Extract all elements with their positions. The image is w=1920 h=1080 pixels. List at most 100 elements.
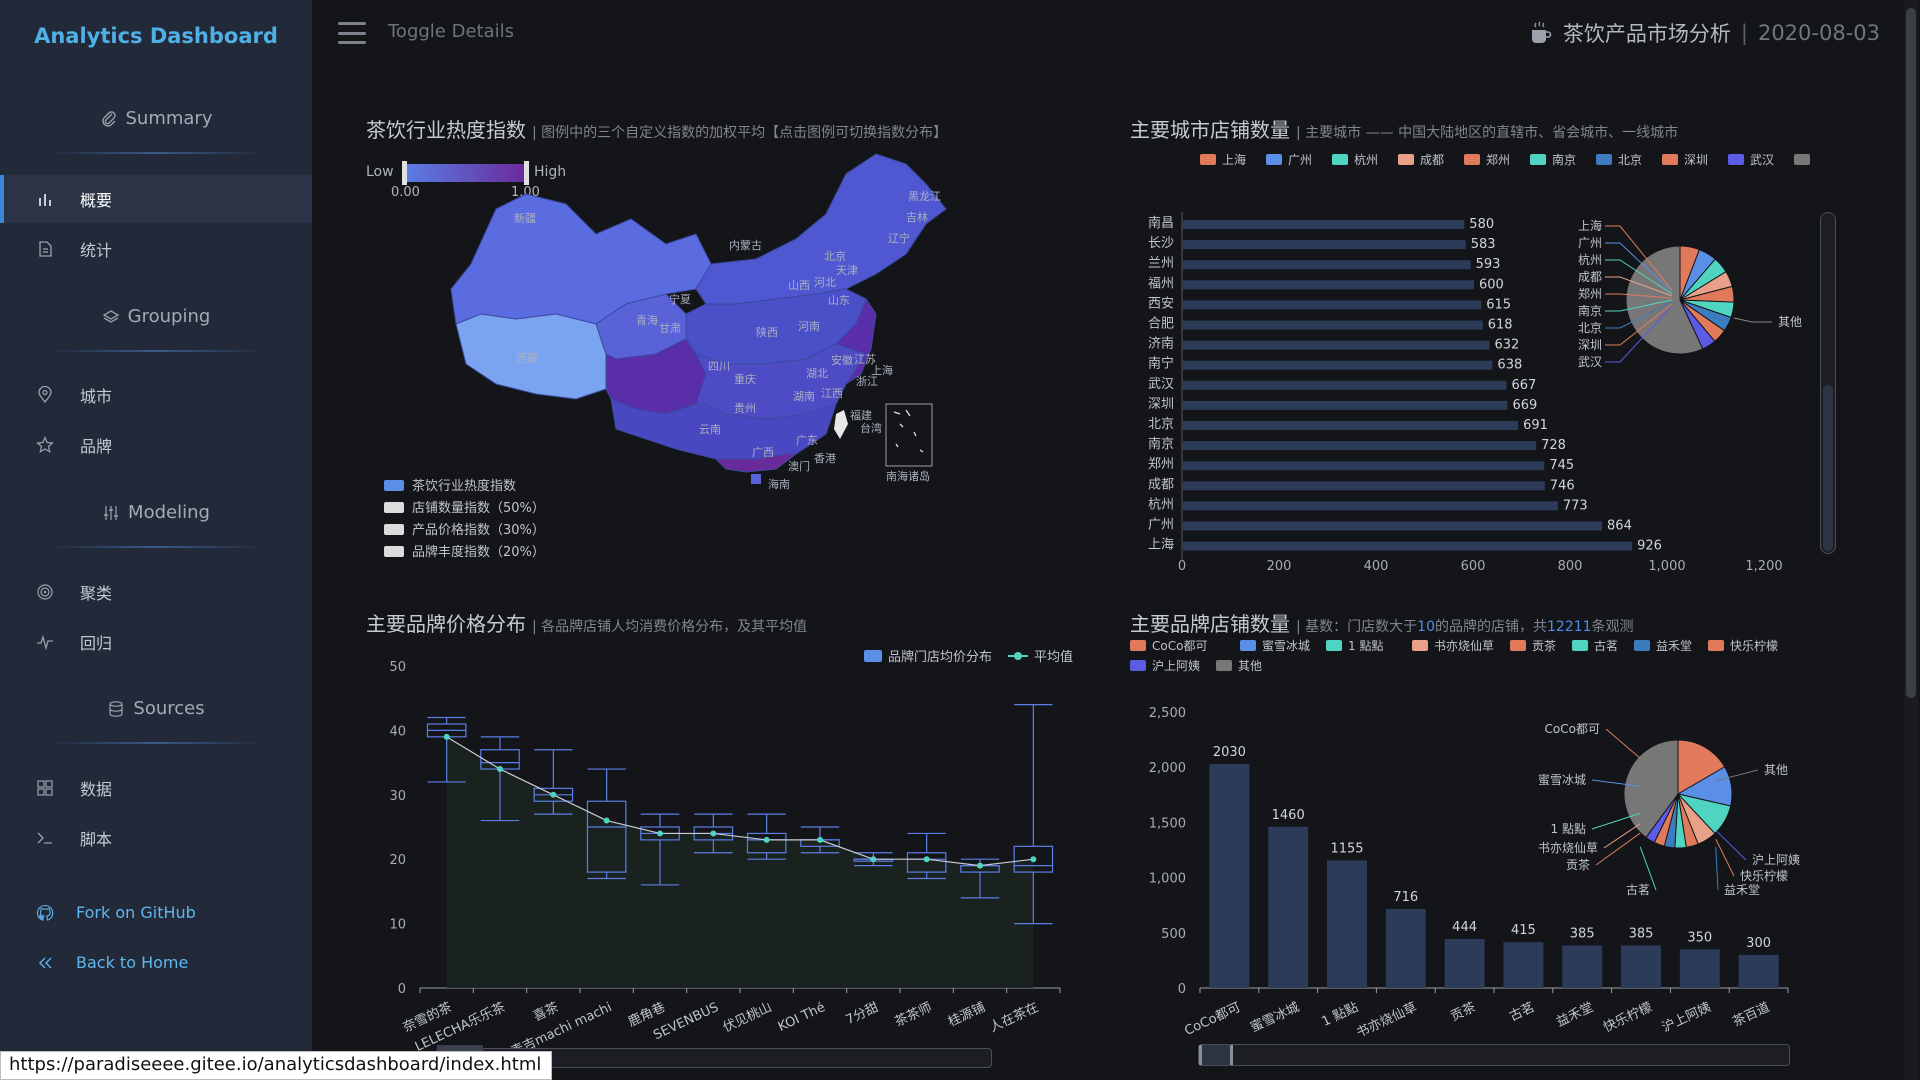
legend-item[interactable]: 品牌门店均价分布 — [888, 649, 992, 665]
data-label: 615 — [1486, 297, 1511, 312]
legend-item[interactable]: 茶饮行业热度指数 — [412, 478, 516, 494]
visual-map-handle-high[interactable] — [524, 161, 529, 185]
pie-label: 古茗 — [1626, 882, 1650, 897]
brand-title[interactable]: Analytics Dashboard — [34, 24, 278, 48]
back-home-link[interactable]: Back to Home — [0, 953, 312, 972]
region-label: 新疆 — [514, 211, 536, 225]
region-label: 海南 — [768, 477, 790, 491]
hamburger-menu-icon[interactable] — [338, 22, 366, 44]
pie-label: 北京 — [1578, 321, 1602, 335]
sidebar-item-scripts[interactable]: 脚本 — [0, 814, 312, 862]
visual-map-handle-low[interactable] — [402, 161, 407, 185]
bar — [1209, 763, 1250, 988]
bar — [1183, 481, 1545, 491]
data-label: 580 — [1469, 217, 1494, 232]
data-label: 618 — [1488, 318, 1513, 333]
topbar: Toggle Details 茶饮产品市场分析 | 2020-08-03 — [312, 0, 1904, 66]
x-tick-label: 200 — [1267, 559, 1292, 574]
y-tick-label: 40 — [389, 724, 406, 739]
data-label: 632 — [1495, 338, 1520, 353]
y-tick-label: 合肥 — [1148, 317, 1174, 332]
group-divider — [50, 742, 262, 744]
region-label: 青海 — [636, 313, 658, 327]
sidebar-item-data[interactable]: 数据 — [0, 764, 312, 812]
zoom-slider-window[interactable] — [1823, 385, 1833, 551]
y-tick-label: 20 — [389, 853, 406, 868]
region-label: 南海诸岛 — [886, 469, 930, 483]
back-home-label: Back to Home — [76, 953, 189, 972]
panel-title: 茶饮行业热度指数 | 图例中的三个自定义指数的加权平均【点击图例可切换指数分布】 — [366, 114, 947, 143]
pie-leader-line — [1605, 259, 1673, 295]
toggle-details-button[interactable]: Toggle Details — [388, 21, 514, 42]
legend-swatch[interactable] — [384, 524, 404, 535]
pie-leader-line — [1605, 293, 1673, 299]
region-label: 江苏 — [854, 353, 876, 366]
group-summary: Summary — [0, 108, 312, 129]
x-tick-label: 7分甜 — [843, 999, 881, 1028]
mean-point — [443, 733, 450, 740]
bar — [1183, 220, 1465, 229]
pie-leader-line — [1715, 838, 1735, 877]
x-tick-label: 喜茶 — [531, 999, 561, 1024]
legend-item[interactable]: 店铺数量指数（50%） — [412, 501, 545, 516]
pie-leader-line — [1605, 303, 1673, 346]
region-label: 宁夏 — [669, 292, 691, 306]
zoom-slider-handle[interactable] — [437, 1045, 483, 1051]
legend-swatch — [1728, 154, 1744, 165]
horizontal-zoom-slider[interactable] — [1198, 1044, 1790, 1066]
legend-swatch[interactable] — [384, 502, 404, 513]
heat-map-chart: Low High 0.00 1.00 新疆 西藏 青海 甘肃 — [366, 153, 947, 560]
sidebar-item-clustering[interactable]: 聚类 — [0, 568, 312, 616]
legend-item: 南京 — [1552, 152, 1576, 167]
sidebar-item-label: 回归 — [80, 634, 113, 653]
brand-bar-series: 2030 1460 1155 716 444 415 385 385 350 300 — [1209, 745, 1779, 988]
horizontal-zoom-slider[interactable] — [436, 1045, 992, 1068]
pie-leader-line — [1595, 832, 1641, 866]
mean-point — [603, 817, 610, 824]
legend-item: 郑州 — [1486, 152, 1510, 167]
panel-city-stores: 主要城市店铺数量 | 主要城市 —— 中国大陆地区的直辖市、省会城市、一线城市 上… — [1130, 114, 1836, 584]
legend-item[interactable]: 品牌丰度指数（20%） — [412, 544, 545, 560]
visual-map-min: 0.00 — [391, 185, 420, 200]
data-label: 593 — [1476, 257, 1501, 272]
brand-stores-subtitle: | 基数：门店数大于10的品牌的店铺，共12211条观测 — [1296, 619, 1634, 635]
zoom-slider-window[interactable] — [1199, 1045, 1233, 1065]
sidebar-item-brand[interactable]: 品牌 — [0, 421, 312, 469]
mean-point — [977, 862, 983, 869]
panel-heat-map: 茶饮行业热度指数 | 图例中的三个自定义指数的加权平均【点击图例可切换指数分布】 … — [366, 114, 1086, 584]
region-label: 福建 — [850, 408, 872, 422]
region-label: 辽宁 — [888, 231, 910, 245]
sidebar-item-city[interactable]: 城市 — [0, 371, 312, 419]
region-label: 湖北 — [806, 367, 828, 380]
visual-map-bar[interactable] — [404, 164, 526, 182]
page-scrollbar-thumb[interactable] — [1906, 8, 1916, 698]
data-label: 667 — [1511, 378, 1536, 393]
city-stores-title: 主要城市店铺数量 — [1130, 118, 1290, 142]
x-tick-label: 400 — [1364, 559, 1389, 574]
sidebar-item-overview[interactable]: 概要 — [0, 175, 312, 223]
legend-swatch[interactable] — [384, 480, 404, 491]
data-label: 444 — [1452, 920, 1477, 935]
bar — [1444, 938, 1485, 988]
github-icon — [37, 904, 54, 921]
sidebar-item-regression[interactable]: 回归 — [0, 618, 312, 666]
legend-swatch[interactable] — [864, 650, 882, 662]
x-tick-label: 快乐柠檬 — [1601, 1000, 1654, 1036]
subtitle-mid: 的品牌的店铺，共 — [1435, 619, 1547, 635]
fork-github-link[interactable]: Fork on GitHub — [0, 903, 312, 922]
legend-swatch[interactable] — [384, 546, 404, 557]
legend-swatch — [1326, 640, 1342, 651]
bar — [1562, 945, 1603, 988]
brand-price-subtitle: | 各品牌店铺人均消费价格分布，及其平均值 — [532, 619, 808, 635]
legend-item[interactable]: 平均值 — [1034, 649, 1073, 665]
legend-swatch — [1596, 154, 1612, 165]
legend-swatch[interactable] — [1014, 652, 1022, 660]
china-map[interactable] — [450, 153, 947, 484]
legend-item[interactable]: 产品价格指数（30%） — [412, 522, 545, 538]
vertical-zoom-slider[interactable] — [1820, 212, 1836, 554]
x-tick-label: 书亦烧仙草 — [1354, 999, 1420, 1041]
x-tick-label: 1,200 — [1745, 559, 1782, 574]
sidebar-item-statistics[interactable]: 统计 — [0, 225, 312, 273]
mean-point — [763, 836, 770, 843]
